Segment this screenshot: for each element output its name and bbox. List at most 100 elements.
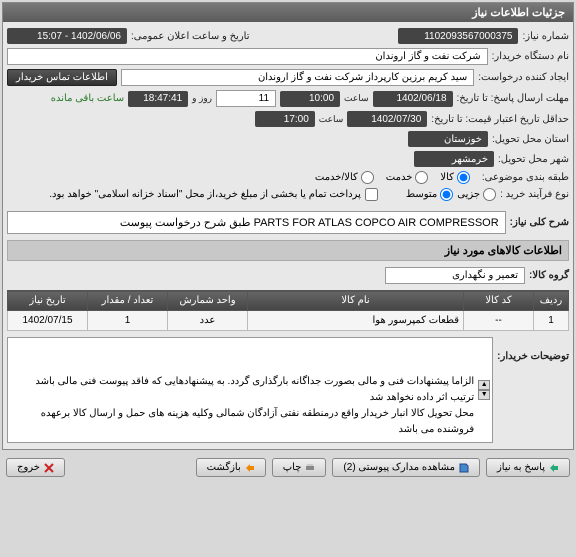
creator-value: سید کریم برزین کارپرداز شرکت نفت و گاز ا… xyxy=(121,69,474,86)
col-unit: واحد شمارش xyxy=(168,291,248,311)
time-label-2: ساعت xyxy=(319,114,344,125)
reply-label: پاسخ به نیاز xyxy=(497,462,545,473)
buyer-notes-box: ▲ ▼ الزاما پیشنهادات فنی و مالی بصورت جد… xyxy=(7,337,493,443)
print-icon xyxy=(305,463,315,473)
pay-note-check[interactable]: پرداخت تمام یا بخشی از مبلغ خرید،از محل … xyxy=(49,188,378,201)
radio-both-input[interactable] xyxy=(361,171,374,184)
cell-qty: 1 xyxy=(88,311,168,331)
spinner: ▲ ▼ xyxy=(478,380,490,400)
items-table: ردیف کد کالا نام کالا واحد شمارش تعداد /… xyxy=(7,290,569,331)
row-category: طبقه بندی موضوعی: کالا خدمت کالا/خدمت xyxy=(7,169,569,186)
main-panel: جزئیات اطلاعات نیاز شماره نیاز: 11020935… xyxy=(2,2,574,450)
pay-note-checkbox[interactable] xyxy=(365,188,378,201)
radio-medium-label: متوسط xyxy=(406,189,437,200)
radio-goods-input[interactable] xyxy=(457,171,470,184)
need-no-value: 1102093567000375 xyxy=(398,28,518,44)
row-buyer: نام دستگاه خریدار: شرکت نفت و گاز اروندا… xyxy=(7,46,569,67)
reply-button[interactable]: پاسخ به نیاز xyxy=(486,458,570,477)
row-group: گروه کالا: تعمیر و نگهداری xyxy=(7,261,569,286)
minvalid-date: 1402/07/30 xyxy=(347,111,427,127)
cell-name: قطعات کمپرسور هوا xyxy=(248,311,464,331)
creator-label: ایجاد کننده درخواست: xyxy=(478,72,569,83)
row-creator: ایجاد کننده درخواست: سید کریم برزین کارپ… xyxy=(7,67,569,88)
col-row: ردیف xyxy=(534,291,569,311)
reply-icon xyxy=(549,463,559,473)
province-label: استان محل تحویل: xyxy=(492,134,569,145)
radio-partial-input[interactable] xyxy=(483,188,496,201)
time-label-1: ساعت xyxy=(344,93,369,104)
group-value: تعمیر و نگهداری xyxy=(385,267,525,284)
attach-button[interactable]: مشاهده مدارک پیوستی (2) xyxy=(332,458,480,477)
pay-note-text: پرداخت تمام یا بخشی از مبلغ خرید،از محل … xyxy=(49,189,361,200)
city-value: خرمشهر xyxy=(414,151,494,167)
radio-both-label: کالا/خدمت xyxy=(315,172,358,183)
row-need-no: شماره نیاز: 1102093567000375 تاریخ و ساع… xyxy=(7,26,569,46)
days-value: 11 xyxy=(216,90,276,107)
cell-date: 1402/07/15 xyxy=(8,311,88,331)
cell-code: -- xyxy=(464,311,534,331)
panel-body: شماره نیاز: 1102093567000375 تاریخ و ساع… xyxy=(3,22,573,449)
deadline-time: 10:00 xyxy=(280,91,340,107)
radio-service[interactable]: خدمت xyxy=(386,171,429,184)
table-row[interactable]: 1 -- قطعات کمپرسور هوا عدد 1 1402/07/15 xyxy=(8,311,569,331)
items-tbody: 1 -- قطعات کمپرسور هوا عدد 1 1402/07/15 xyxy=(8,311,569,331)
province-value: خوزستان xyxy=(408,131,488,147)
category-label: طبقه بندی موضوعی: xyxy=(482,172,569,183)
radio-service-input[interactable] xyxy=(415,171,428,184)
row-minvalid: حداقل تاریخ اعتبار قیمت: تا تاریخ: 1402/… xyxy=(7,109,569,129)
attachment-icon xyxy=(459,463,469,473)
buyer-value: شرکت نفت و گاز اروندان xyxy=(7,48,488,65)
need-title-value: PARTS FOR ATLAS COPCO AIR COMPRESSOR طبق… xyxy=(7,211,506,234)
radio-medium[interactable]: متوسط xyxy=(406,188,453,201)
row-city: شهر محل تحویل: خرمشهر xyxy=(7,149,569,169)
radio-partial-label: جزیی xyxy=(457,189,480,200)
items-header-row: ردیف کد کالا نام کالا واحد شمارش تعداد /… xyxy=(8,291,569,311)
announce-label: تاریخ و ساعت اعلان عمومی: xyxy=(131,31,250,42)
items-thead: ردیف کد کالا نام کالا واحد شمارش تعداد /… xyxy=(8,291,569,311)
items-section-title: اطلاعات کالاهای مورد نیاز xyxy=(7,240,569,261)
radio-goods[interactable]: کالا xyxy=(440,171,470,184)
exit-button[interactable]: خروج xyxy=(6,458,65,477)
radio-goods-label: کالا xyxy=(440,172,454,183)
buyer-notes-label: توضیحات خریدار: xyxy=(497,337,569,362)
back-icon xyxy=(245,463,255,473)
row-province: استان محل تحویل: خوزستان xyxy=(7,129,569,149)
row-need-title: شرح کلی نیاز: PARTS FOR ATLAS COPCO AIR … xyxy=(7,209,569,236)
row-buyer-notes: توضیحات خریدار: ▲ ▼ الزاما پیشنهادات فنی… xyxy=(7,331,569,445)
minvalid-label: حداقل تاریخ اعتبار قیمت: تا تاریخ: xyxy=(431,114,569,125)
contact-button[interactable]: اطلاعات تماس خریدار xyxy=(7,69,117,86)
radio-partial[interactable]: جزیی xyxy=(457,188,496,201)
row-deadline: مهلت ارسال پاسخ: تا تاریخ: 1402/06/18 سا… xyxy=(7,88,569,109)
row-purchase-type: نوع فرآیند خرید : جزیی متوسط پرداخت تمام… xyxy=(7,186,569,203)
cell-row: 1 xyxy=(534,311,569,331)
col-qty: تعداد / مقدار xyxy=(88,291,168,311)
attach-label: مشاهده مدارک پیوستی (2) xyxy=(343,462,455,473)
deadline-label: مهلت ارسال پاسخ: تا تاریخ: xyxy=(457,93,569,104)
spin-up-icon[interactable]: ▲ xyxy=(478,380,490,390)
group-label: گروه کالا: xyxy=(529,270,569,281)
deadline-date: 1402/06/18 xyxy=(373,91,453,107)
col-name: نام کالا xyxy=(248,291,464,311)
radio-medium-input[interactable] xyxy=(440,188,453,201)
city-label: شهر محل تحویل: xyxy=(498,154,569,165)
purchase-type-label: نوع فرآیند خرید : xyxy=(500,189,569,200)
radio-both[interactable]: کالا/خدمت xyxy=(315,171,374,184)
remain-label: ساعت باقی مانده xyxy=(51,93,124,104)
back-button[interactable]: بازگشت xyxy=(196,458,266,477)
buyer-label: نام دستگاه خریدار: xyxy=(492,51,569,62)
need-no-label: شماره نیاز: xyxy=(522,31,569,42)
exit-icon xyxy=(44,463,54,473)
footer: پاسخ به نیاز مشاهده مدارک پیوستی (2) چاپ… xyxy=(0,452,576,483)
col-date: تاریخ نیاز xyxy=(8,291,88,311)
announce-value: 1402/06/06 - 15:07 xyxy=(7,28,127,44)
need-title-label: شرح کلی نیاز: xyxy=(510,217,569,228)
spin-down-icon[interactable]: ▼ xyxy=(478,390,490,400)
minvalid-time: 17:00 xyxy=(255,111,315,127)
remain-time: 18:47:41 xyxy=(128,91,188,107)
radio-service-label: خدمت xyxy=(386,172,413,183)
panel-title: جزئیات اطلاعات نیاز xyxy=(472,7,565,19)
days-label: روز و xyxy=(192,93,212,104)
print-button[interactable]: چاپ xyxy=(272,458,327,477)
back-label: بازگشت xyxy=(207,462,241,473)
print-label: چاپ xyxy=(283,462,302,473)
